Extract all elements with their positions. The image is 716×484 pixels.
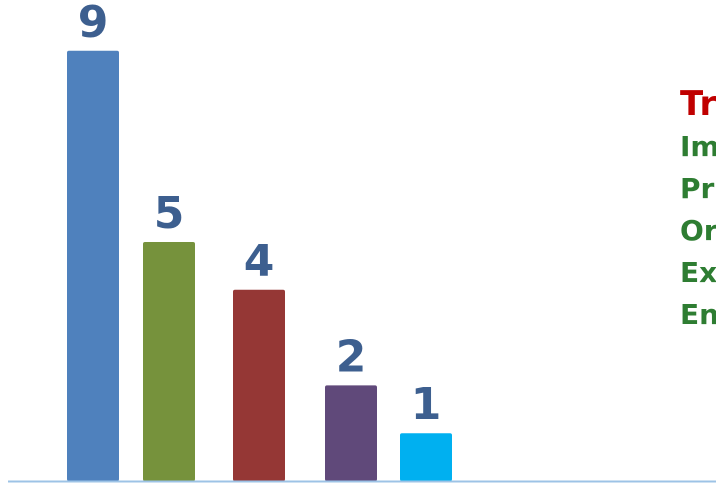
legend-item: Ex (680, 256, 716, 289)
legend-item: Im (680, 130, 716, 163)
bar (143, 242, 195, 481)
bar (67, 50, 119, 482)
data-label: 2 (336, 331, 367, 382)
data-label: 4 (244, 236, 275, 287)
legend-item: Pr (680, 172, 715, 205)
data-label: 9 (78, 0, 109, 48)
bar (325, 385, 377, 481)
legend: Tr Im Pr Or Ex En (680, 82, 716, 336)
bar (233, 289, 285, 481)
data-label: 1 (411, 379, 442, 430)
legend-title: Tr (680, 84, 716, 124)
bar (400, 433, 452, 481)
data-label: 5 (154, 188, 185, 239)
legend-item: Or (680, 214, 716, 247)
legend-item: En (680, 298, 716, 331)
